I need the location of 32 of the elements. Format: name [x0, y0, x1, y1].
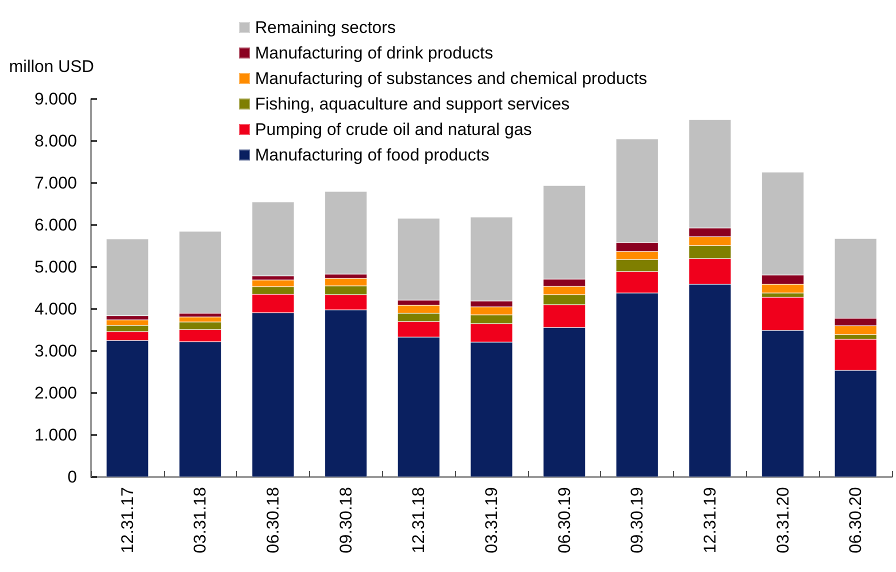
- x-tick-label: 12.31.19: [700, 487, 720, 554]
- y-tick-label: 6.000: [34, 216, 77, 234]
- bar: [324, 191, 367, 274]
- x-tick-label: 06.30.20: [846, 487, 866, 554]
- legend-label: Fishing, aquaculture and support services: [255, 94, 570, 114]
- legend-label: Manufacturing of food products: [255, 146, 490, 164]
- legend-label: Remaining sectors: [255, 18, 396, 37]
- y-tick-label: 9.000: [34, 90, 77, 108]
- y-tick-label: 7.000: [34, 174, 77, 192]
- x-tick-label: 12.31.18: [409, 487, 428, 554]
- bar: [106, 238, 149, 316]
- bar: [179, 231, 222, 314]
- x-tick-label: 06.30.18: [264, 487, 283, 554]
- legend-label: Manufacturing of substances and chemical products: [255, 69, 648, 88]
- x-tick-label: 03.31.19: [482, 487, 501, 554]
- x-tick-label: 03.31.20: [773, 487, 792, 554]
- y-tick-label: 2.000: [34, 384, 77, 402]
- y-tick-label: 1.000: [34, 426, 77, 444]
- bar: [252, 202, 294, 276]
- x-tick-label: 09.30.18: [336, 487, 356, 554]
- y-axis-title: millon USD: [9, 57, 94, 76]
- legend-label: Manufacturing of drink products: [255, 44, 494, 62]
- x-tick-label: 03.31.18: [190, 487, 210, 554]
- x-tick-label: 06.30.19: [554, 487, 574, 554]
- x-tick-label: 09.30.19: [628, 487, 647, 554]
- legend-label: Pumping of crude oil and natural gas: [255, 120, 532, 139]
- y-tick-label: 4.000: [34, 300, 77, 318]
- y-tick-label: 0: [68, 468, 77, 486]
- x-tick-label: 12.31.17: [118, 487, 137, 554]
- y-tick-label: 8.000: [34, 132, 77, 150]
- y-tick-label: 5.000: [34, 258, 77, 276]
- y-tick-label: 3.000: [34, 342, 77, 360]
